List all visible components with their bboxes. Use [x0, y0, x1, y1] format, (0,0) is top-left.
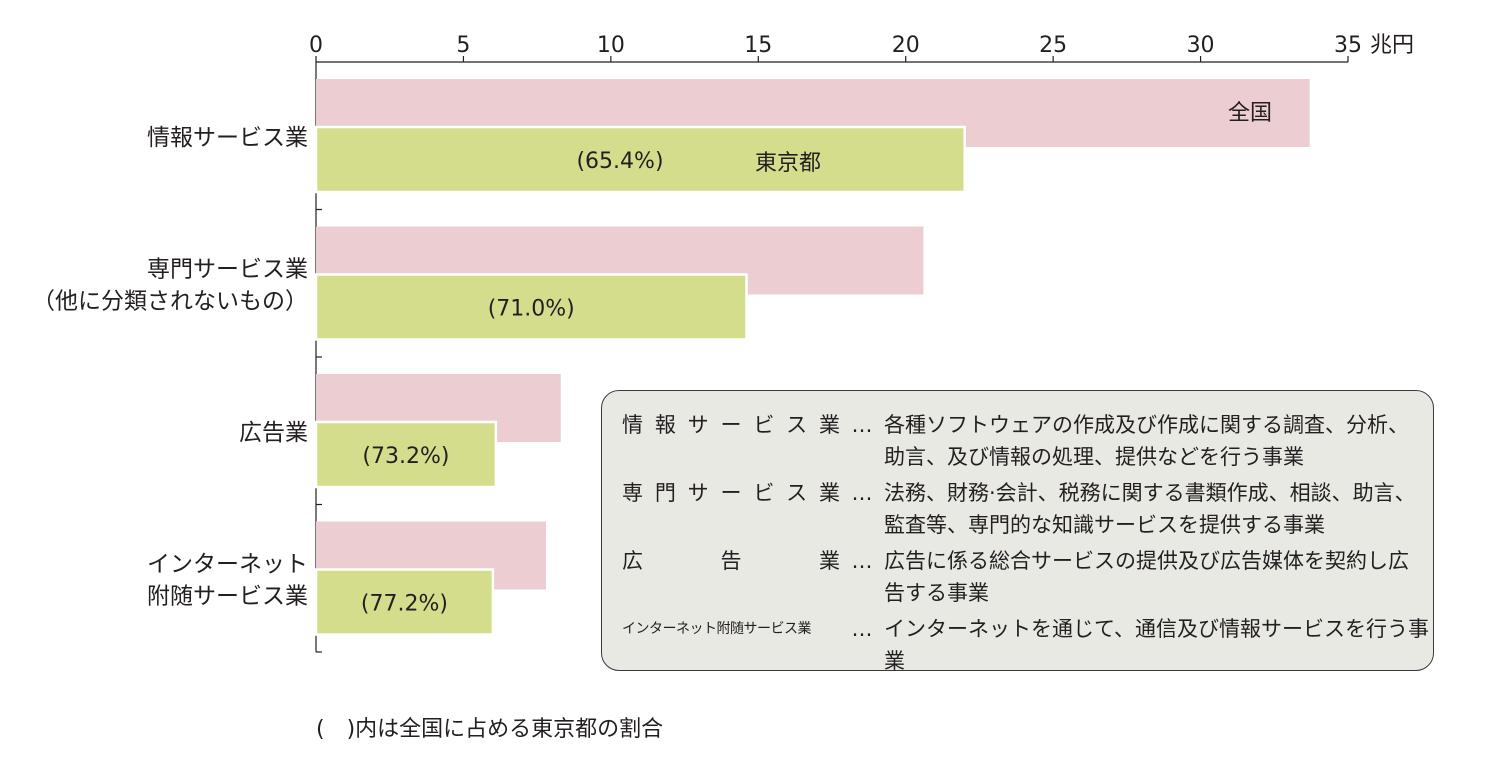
x-tick-label: 10	[597, 33, 625, 58]
definition-desc: インターネットを通じて、通信及び情報サービスを行う事業	[884, 617, 1429, 673]
x-axis-unit: 兆円	[1370, 33, 1414, 58]
category-label: 広告業	[239, 420, 308, 446]
category-label: 専門サービス業	[147, 257, 308, 283]
category-label: 附随サービス業	[147, 584, 308, 610]
definition-term: 専門サービス業	[622, 481, 840, 505]
share-label: (77.2%)	[361, 592, 448, 617]
x-tick-label: 5	[456, 33, 470, 58]
footnote: ( )内は全国に占める東京都の割合	[316, 717, 664, 742]
x-tick-label: 30	[1187, 33, 1215, 58]
x-tick-label: 0	[309, 33, 323, 58]
share-label: (73.2%)	[362, 444, 449, 469]
definition-box: 情報サービス業 … 各種ソフトウェアの作成及び作成に関する調査、分析、助言、及び…	[601, 390, 1434, 673]
definition-dots: …	[851, 549, 873, 573]
bar-tokyo	[314, 420, 498, 489]
category-label: インターネット	[147, 552, 308, 578]
definition-term: 広告業	[622, 549, 840, 573]
definition-row: 広告業 … 広告に係る総合サービスの提供及び広告媒体を契約し広告する事業	[622, 545, 1433, 609]
definition-term: 情報サービス業	[622, 413, 840, 437]
series-label-tokyo: 東京都	[755, 151, 821, 176]
definition-row: インターネット附随サービス業 … インターネットを通じて、通信及び情報サービスを…	[622, 613, 1433, 677]
series-label-national: 全国	[1228, 101, 1272, 126]
share-label: (65.4%)	[576, 149, 663, 174]
definition-row: 専門サービス業 … 法務、財務·会計、税務に関する書類作成、相談、助言、監査等、…	[622, 477, 1433, 541]
definition-row: 情報サービス業 … 各種ソフトウェアの作成及び作成に関する調査、分析、助言、及び…	[622, 409, 1433, 473]
bar-tokyo	[314, 125, 966, 194]
definition-desc: 法務、財務·会計、税務に関する書類作成、相談、助言、監査等、専門的な知識サービス…	[884, 481, 1416, 537]
category-label: 情報サービス業	[147, 125, 308, 151]
x-tick-label: 15	[744, 33, 772, 58]
x-tick-label: 35	[1334, 33, 1362, 58]
definition-desc: 各種ソフトウェアの作成及び作成に関する調査、分析、助言、及び情報の処理、提供など…	[884, 413, 1409, 469]
definition-desc: 広告に係る総合サービスの提供及び広告媒体を契約し広告する事業	[884, 549, 1409, 605]
definition-dots: …	[851, 481, 873, 505]
definition-dots: …	[851, 413, 873, 437]
bar-tokyo	[314, 568, 495, 636]
definition-term: インターネット附随サービス業	[622, 621, 812, 637]
bar-tokyo	[314, 273, 748, 341]
x-tick-label: 25	[1039, 33, 1067, 58]
category-label: （他に分類されないもの）	[32, 289, 308, 315]
share-label: (71.0%)	[488, 297, 575, 322]
x-tick-label: 20	[892, 33, 920, 58]
definition-dots: …	[851, 617, 873, 641]
